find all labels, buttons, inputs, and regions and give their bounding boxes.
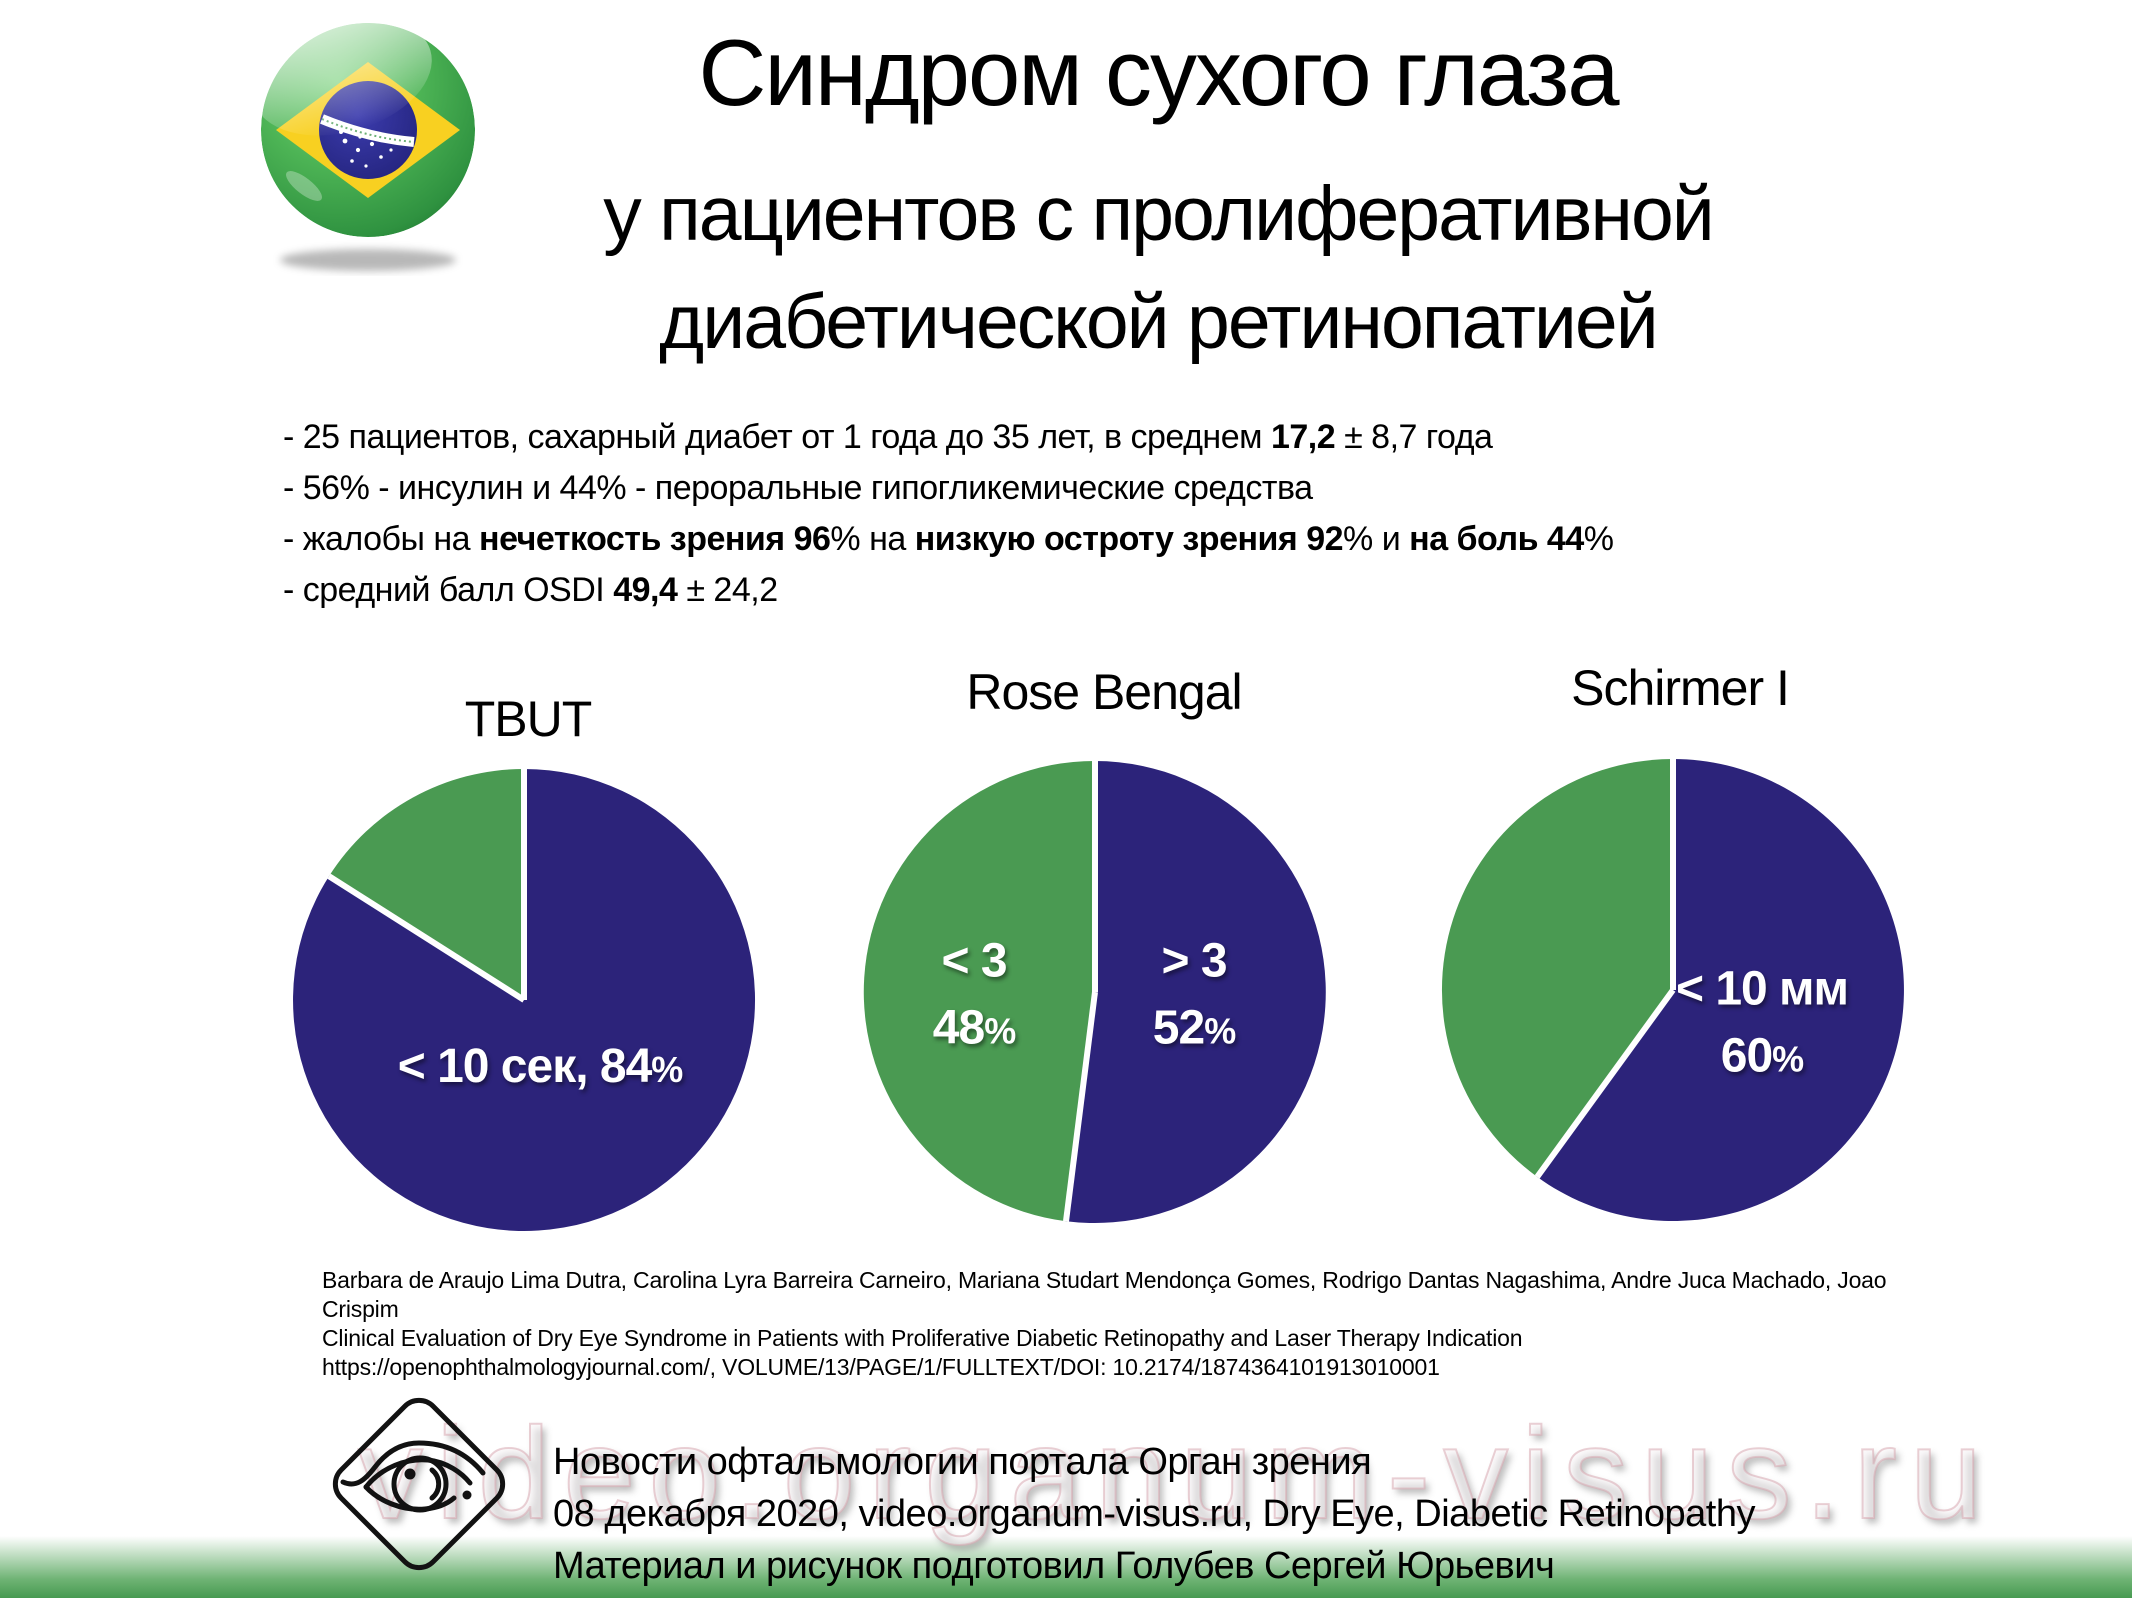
brazil-flag-sphere-icon <box>248 10 488 276</box>
footer-text-block: Новости офтальмологии портала Орган зрен… <box>553 1436 2053 1592</box>
bullet-item-1: - 25 пациентов, сахарный диабет от 1 год… <box>283 418 1493 456</box>
bullet-item-2: - 56% - инсулин и 44% - пероральные гипо… <box>283 469 1313 507</box>
pie-chart-rose-bengal <box>863 760 1326 1223</box>
bullet-item-3: - жалобы на нечеткость зрения 96% на низ… <box>283 520 1614 558</box>
chart-title-rose-bengal: Rose Bengal <box>966 664 1242 720</box>
citation-authors: Barbara de Araujo Lima Dutra, Carolina L… <box>322 1267 1887 1322</box>
pie-chart-schirmer <box>1441 759 1904 1221</box>
pie-label-schirmer: < 10 мм 60% <box>1675 962 1849 1083</box>
pie-chart-tbut <box>293 769 756 1231</box>
page-subtitle-line1: у пациентов с пролиферативной <box>603 171 1715 257</box>
footer-line-author: Материал и рисунок подготовил Голубев Се… <box>553 1545 1555 1587</box>
page-title: Синдром сухого глаза <box>698 20 1620 125</box>
pie-label-tbut: < 10 сек, 84% <box>397 1040 684 1093</box>
page-subtitle-line2: диабетической ретинопатией <box>659 279 1658 365</box>
footer-line-date-tags: 08 декабря 2020, video.organum-visus.ru,… <box>553 1493 1755 1535</box>
bullet-item-4: - средний балл OSDI 49,4 ± 24,2 <box>283 571 778 609</box>
citation-paper-title: Clinical Evaluation of Dry Eye Syndrome … <box>322 1325 1523 1351</box>
pie-label-rose-more3: > 3 52% <box>1152 934 1236 1055</box>
watermark-text: video.organum-visus.ru <box>357 1399 1996 1547</box>
chart-title-schirmer: Schirmer I <box>1571 660 1790 716</box>
bullet-list: - 25 пациентов, сахарный диабет от 1 год… <box>283 412 2043 616</box>
citation-source-url: https://openophthalmologyjournal.com/, V… <box>322 1354 1440 1380</box>
bottom-gradient-band <box>0 1536 2132 1598</box>
footer-line-portal: Новости офтальмологии портала Орган зрен… <box>553 1441 1372 1483</box>
eye-diamond-logo-icon <box>316 1386 522 1586</box>
citation-block: Barbara de Araujo Lima Dutra, Carolina L… <box>322 1266 1897 1382</box>
pie-label-rose-less3: < 3 48% <box>932 934 1016 1055</box>
chart-title-tbut: TBUT <box>464 691 593 747</box>
